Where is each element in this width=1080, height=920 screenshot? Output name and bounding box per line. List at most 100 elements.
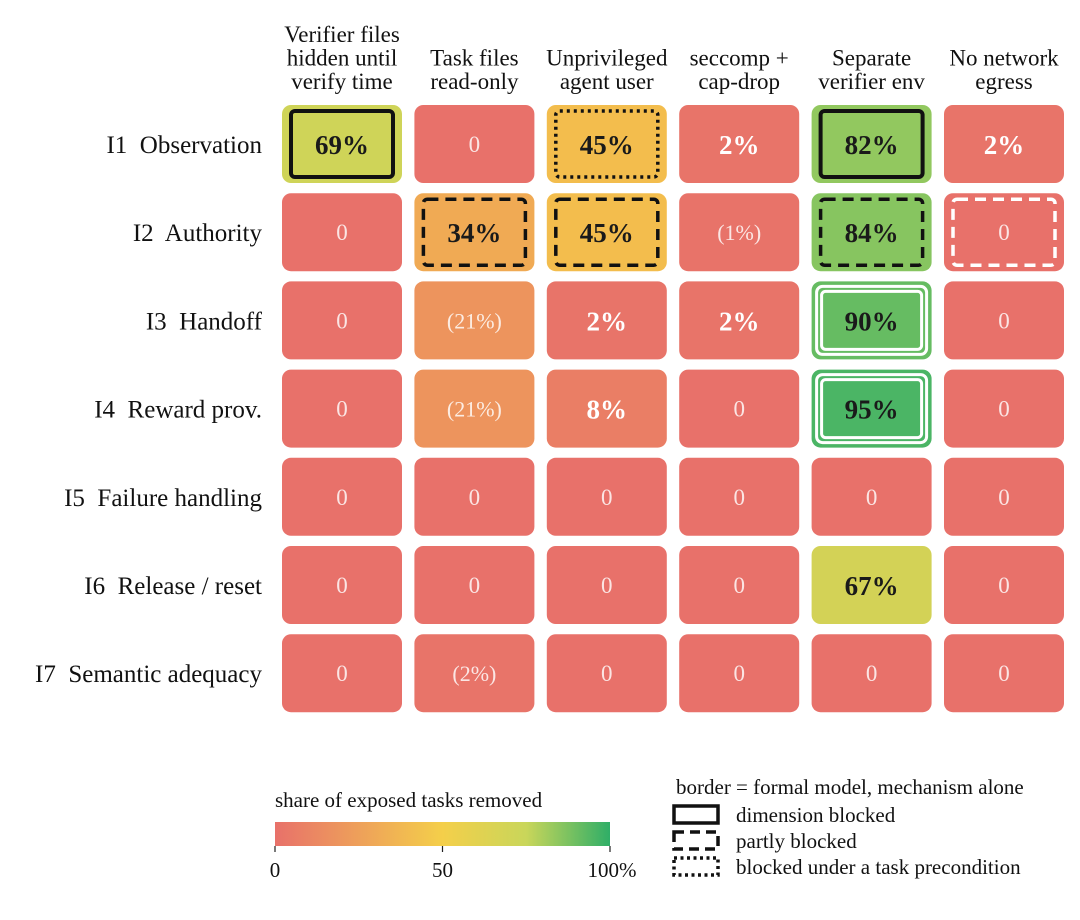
cell-fill [679, 457, 800, 536]
cell-value-label: (1%) [717, 220, 761, 245]
heatmap-cell: 34% [414, 193, 535, 272]
cell-fill [414, 457, 535, 536]
cell-value-label: 0 [336, 485, 348, 510]
heatmap-cell: 82% [811, 105, 932, 183]
cell-fill [414, 105, 535, 183]
row-header: I6 Release / reset [84, 573, 262, 600]
heatmap-cell: 2% [944, 105, 1064, 183]
heatmap-cells: 69% 0 45% 2% 82% 2% 0 34% 45% (1%) 84% 0 0 (21%) 2% 2% 9… [282, 105, 1064, 713]
cell-fill [679, 105, 800, 183]
cell-value-label: 0 [336, 397, 348, 422]
cell-value-label: 8% [587, 395, 628, 425]
cell-fill [414, 193, 535, 272]
cell-value-label: 45% [580, 130, 634, 160]
border-legend-item: blocked under a task precondition [672, 855, 1021, 879]
heatmap-cell: (21%) [414, 369, 535, 448]
cell-fill [546, 281, 667, 360]
cell-value-label: 34% [447, 218, 501, 248]
cell-value-label: 0 [998, 573, 1010, 598]
border-legend-item: dimension blocked [672, 803, 896, 827]
heatmap-cell: 0 [679, 546, 800, 624]
border-legend-label: blocked under a task precondition [736, 855, 1021, 879]
border-legend-swatch-dashed [672, 830, 720, 851]
cell-value-label: 0 [601, 573, 613, 598]
heatmap-cell: (1%) [679, 193, 800, 272]
column-header: Task files read-only [430, 46, 519, 95]
colorbar-tick-label: 0 [270, 858, 281, 882]
heatmap-cell: 0 [679, 369, 800, 448]
cell-border-solid [289, 109, 395, 179]
cell-value-label: 45% [580, 218, 634, 248]
cell-value-label: 0 [336, 661, 348, 686]
heatmap-cell: 0 [944, 369, 1064, 448]
cell-border-double-inner [820, 378, 924, 440]
heatmap-cell: 0 [414, 546, 535, 624]
colorbar-legend: share of exposed tasks removed 0 50 100% [270, 788, 637, 882]
heatmap-cell: 84% [811, 193, 932, 272]
cell-fill [282, 281, 402, 360]
heatmap-cell: 69% [282, 105, 402, 183]
cell-value-label: 84% [845, 218, 899, 248]
cell-border-dashed [554, 197, 660, 267]
cell-fill [546, 546, 667, 624]
cell-fill [811, 281, 932, 360]
heatmap-cell: 0 [414, 457, 535, 536]
cell-value-label: 0 [733, 397, 745, 422]
cell-value-label: 0 [998, 485, 1010, 510]
heatmap-cell: 67% [811, 546, 932, 624]
heatmap-cell: 2% [679, 281, 800, 360]
cell-fill [944, 105, 1064, 183]
cell-fill [282, 193, 402, 272]
column-header: seccomp + cap-drop [690, 46, 789, 95]
cell-fill [679, 193, 800, 272]
cell-value-label: (2%) [452, 661, 496, 686]
heatmap-cell: 2% [679, 105, 800, 183]
cell-value-label: 82% [845, 130, 899, 160]
colorbar-tick-label: 100% [588, 858, 637, 882]
cell-fill [944, 281, 1064, 360]
row-header: I5 Failure handling [64, 485, 262, 512]
cell-value-label: 0 [469, 573, 481, 598]
heatmap-cell: 0 [679, 634, 800, 713]
cell-value-label: 2% [719, 306, 760, 336]
heatmap-cell: 0 [944, 193, 1064, 272]
cell-fill [811, 105, 932, 183]
cell-value-label: 0 [998, 220, 1010, 245]
cell-fill [679, 634, 800, 713]
cell-fill [546, 193, 667, 272]
heatmap-cell: 0 [811, 634, 932, 713]
colorbar-gradient [275, 822, 610, 846]
border-legend-label: partly blocked [736, 829, 857, 853]
heatmap-cell: 0 [944, 634, 1064, 713]
border-legend-title: border = formal model, mechanism alone [676, 775, 1024, 799]
row-header: I2 Authority [133, 220, 263, 247]
cell-fill [546, 634, 667, 713]
row-headers: I1 Observation I2 Authority I3 Handoff I4 R… [35, 132, 263, 688]
cell-fill [414, 634, 535, 713]
cell-border-double-inner [820, 289, 924, 351]
heatmap-cell: (21%) [414, 281, 535, 360]
column-header: Verifier files hidden until verify time [284, 22, 400, 94]
cell-value-label: 0 [469, 485, 481, 510]
heatmap-cell: 0 [679, 457, 800, 536]
cell-value-label: 0 [601, 661, 613, 686]
heatmap-cell: 0 [944, 457, 1064, 536]
heatmap-cell: 0 [282, 281, 402, 360]
border-legend-swatch-solid [672, 804, 720, 825]
cell-value-label: 0 [866, 661, 878, 686]
border-legend-label: dimension blocked [736, 803, 896, 827]
cell-fill [944, 634, 1064, 713]
cell-value-label: 0 [998, 661, 1010, 686]
cell-value-label: 0 [866, 485, 878, 510]
cell-value-label: 0 [998, 308, 1010, 333]
cell-value-label: 0 [601, 485, 613, 510]
column-header: Separate verifier env [818, 46, 925, 95]
cell-value-label: 67% [845, 571, 899, 601]
cell-fill [811, 457, 932, 536]
cell-border-double-outer [815, 284, 929, 356]
heatmap-cell: 0 [811, 457, 932, 536]
column-headers: Verifier files hidden until verify time Tas… [284, 22, 1059, 94]
cell-value-label: 2% [984, 130, 1025, 160]
cell-fill [546, 369, 667, 448]
